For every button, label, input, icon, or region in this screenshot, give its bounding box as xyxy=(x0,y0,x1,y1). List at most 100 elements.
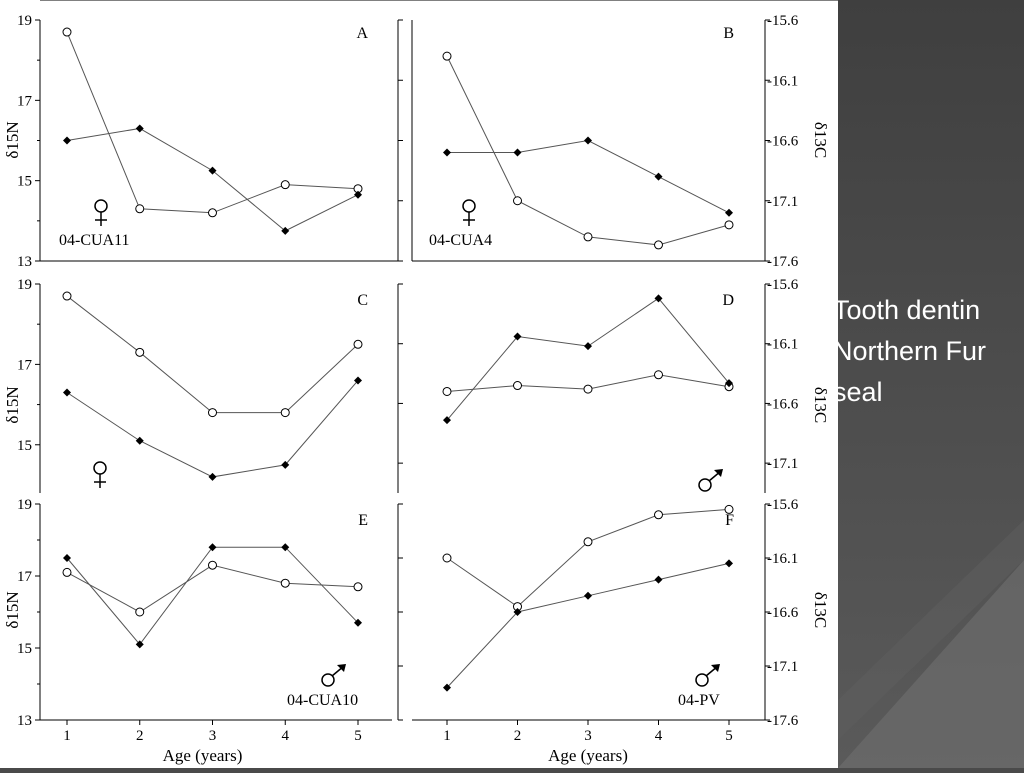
data-point-diamond xyxy=(725,208,733,217)
x-tick-label: 4 xyxy=(655,728,663,744)
data-point-circle xyxy=(654,370,663,380)
data-point-diamond xyxy=(443,683,451,692)
right-tick-label: -15.6 xyxy=(767,277,799,293)
data-point-circle xyxy=(353,582,363,592)
male-symbol-icon xyxy=(695,673,709,687)
right-tick-label: -15.6 xyxy=(767,497,799,513)
x-tick-label: 1 xyxy=(63,728,71,744)
data-point-diamond xyxy=(443,416,451,425)
data-point-diamond xyxy=(654,294,663,303)
right-tick-label: -16.1 xyxy=(767,551,798,567)
data-point-circle xyxy=(208,408,217,418)
male-symbol-icon xyxy=(698,478,712,492)
left-tick-label: 19 xyxy=(17,13,32,29)
data-point-circle xyxy=(724,504,734,514)
panel-letter-b: B xyxy=(723,25,734,42)
decorative-wedge xyxy=(838,520,1024,740)
left-axis-title: δ15N xyxy=(3,386,22,423)
right-tick-label: -17.6 xyxy=(767,254,799,270)
left-tick-label: 13 xyxy=(17,254,32,270)
x-tick-label: 5 xyxy=(354,728,362,744)
data-point-diamond xyxy=(63,554,71,562)
left-tick-label: 15 xyxy=(17,438,32,454)
data-point-circle xyxy=(280,408,290,418)
data-point-diamond xyxy=(63,388,71,397)
data-point-diamond xyxy=(208,472,217,481)
right-tick-label: -16.1 xyxy=(767,337,798,353)
data-point-diamond xyxy=(135,436,144,445)
left-tick-label: 19 xyxy=(17,497,32,513)
caption-line: seal xyxy=(833,377,883,407)
data-point-circle xyxy=(442,553,452,563)
series-line-diamond xyxy=(447,139,730,214)
series-line-diamond xyxy=(66,380,359,478)
left-tick-label: 17 xyxy=(17,93,33,109)
x-tick-label: 4 xyxy=(282,728,290,744)
data-point-circle xyxy=(208,560,217,570)
data-point-diamond xyxy=(354,190,362,199)
data-point-circle xyxy=(62,567,72,577)
right-tick-label: -17.1 xyxy=(767,194,798,210)
data-point-diamond xyxy=(281,460,290,469)
data-point-circle xyxy=(280,180,290,190)
data-point-circle xyxy=(135,204,145,214)
data-point-diamond xyxy=(281,226,290,235)
data-point-diamond xyxy=(584,591,592,600)
data-point-circle xyxy=(583,537,593,547)
data-point-circle xyxy=(583,384,593,394)
data-point-diamond xyxy=(354,618,362,627)
data-point-diamond xyxy=(513,332,522,341)
x-tick-label: 2 xyxy=(514,728,522,744)
data-point-diamond xyxy=(281,543,290,552)
left-tick-label: 15 xyxy=(17,641,32,657)
data-point-circle xyxy=(654,510,663,520)
x-tick-label: 3 xyxy=(209,728,217,744)
data-point-diamond xyxy=(654,172,663,181)
left-tick-label: 17 xyxy=(17,357,33,373)
male-symbol-icon xyxy=(337,664,346,672)
right-tick-label: -17.6 xyxy=(767,713,799,729)
data-point-diamond xyxy=(443,148,451,157)
panel-letter-d: D xyxy=(722,292,734,309)
x-tick-label: 2 xyxy=(136,728,144,744)
left-tick-label: 17 xyxy=(17,569,33,585)
data-point-circle xyxy=(513,381,522,391)
data-point-diamond xyxy=(725,559,733,568)
right-axis-title: δ13C xyxy=(811,122,830,158)
panel-letter-c: C xyxy=(357,292,368,309)
data-point-circle xyxy=(513,196,522,206)
data-point-circle xyxy=(62,27,72,37)
data-point-diamond xyxy=(354,376,362,385)
caption-line: Northern Fur xyxy=(833,336,987,366)
data-point-diamond xyxy=(513,148,522,157)
series-line-circle xyxy=(66,295,359,414)
data-point-circle xyxy=(724,220,734,230)
right-tick-label: -17.1 xyxy=(767,659,798,675)
data-point-diamond xyxy=(584,136,592,145)
male-symbol-icon xyxy=(321,673,335,687)
data-point-diamond xyxy=(208,166,217,175)
specimen-label: 04-CUA10 xyxy=(287,692,358,709)
left-axis-title: δ15N xyxy=(3,121,22,158)
x-tick-label: 3 xyxy=(584,728,592,744)
right-tick-label: -15.6 xyxy=(767,13,799,29)
male-symbol-icon xyxy=(711,664,720,672)
data-point-diamond xyxy=(135,640,144,649)
left-tick-label: 19 xyxy=(17,277,32,293)
data-point-circle xyxy=(442,51,452,61)
x-axis-title: Age (years) xyxy=(163,746,243,765)
specimen-label: 04-CUA4 xyxy=(429,232,492,249)
right-tick-label: -16.6 xyxy=(767,605,799,621)
left-tick-label: 15 xyxy=(17,174,32,190)
right-tick-label: -17.1 xyxy=(767,456,798,472)
data-point-circle xyxy=(135,347,145,357)
series-line-circle xyxy=(66,31,359,214)
panel-letter-a: A xyxy=(356,25,368,42)
data-point-diamond xyxy=(208,543,217,552)
data-point-circle xyxy=(280,578,290,588)
slide-caption: Tooth dentin Northern Fur seal xyxy=(833,290,1024,413)
x-tick-label: 1 xyxy=(443,728,451,744)
series-line-circle xyxy=(66,564,359,613)
series-line-circle xyxy=(446,55,730,246)
male-symbol-icon xyxy=(714,469,723,477)
